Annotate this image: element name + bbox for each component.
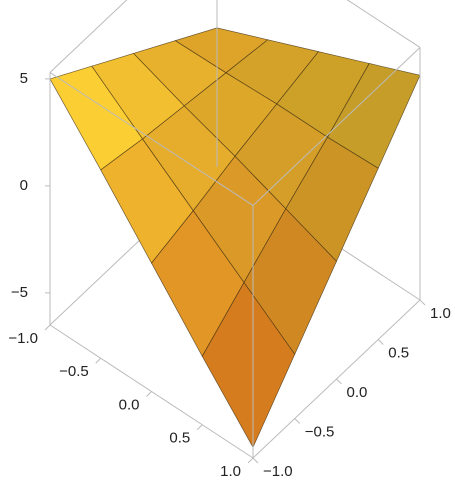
- y-tick-label: −1.0: [263, 463, 293, 480]
- x-tick-label: −1.0: [8, 330, 38, 347]
- x-tick-label: 1.0: [220, 463, 241, 480]
- y-tick-label: 0.5: [388, 344, 409, 361]
- x-tick: [196, 424, 203, 431]
- z-tick-label: 5: [20, 70, 28, 87]
- y-tick: [419, 299, 426, 306]
- box-edge: [49, 72, 254, 206]
- x-tick: [95, 357, 102, 364]
- y-tick: [377, 339, 384, 345]
- y-tick-label: −0.5: [305, 423, 335, 440]
- y-tick: [252, 457, 259, 464]
- y-tick-label: 0.0: [347, 384, 368, 401]
- x-tick-label: −0.5: [59, 363, 89, 380]
- x-tick-label: 0.0: [119, 396, 140, 413]
- x-tick: [146, 391, 152, 397]
- x-tick: [247, 457, 254, 464]
- surface-patch: [201, 281, 296, 449]
- x-tick: [44, 324, 51, 331]
- z-tick-label: 0: [20, 177, 28, 194]
- box-edge: [346, 0, 421, 48]
- box-edge: [49, 0, 128, 73]
- x-tick-label: 0.5: [169, 430, 190, 447]
- z-tick-label: −5: [11, 284, 28, 301]
- y-tick: [294, 418, 301, 424]
- box-edge: [252, 47, 421, 206]
- y-tick-label: 1.0: [430, 305, 451, 322]
- y-tick: [336, 378, 342, 385]
